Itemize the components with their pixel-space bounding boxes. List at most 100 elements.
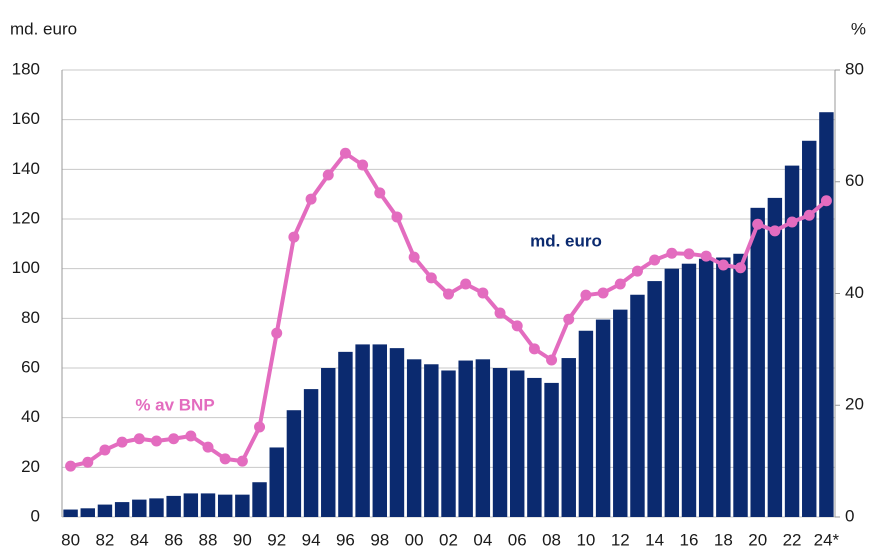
bar <box>750 207 765 517</box>
point <box>99 444 111 456</box>
bar <box>132 499 147 517</box>
bar <box>80 508 95 517</box>
x-tick-label: 14 <box>645 530 664 549</box>
bar <box>252 482 267 517</box>
point <box>752 218 764 230</box>
y-tick-label: 140 <box>12 159 40 178</box>
bar <box>802 140 817 517</box>
series-label: % av BNP <box>135 395 214 414</box>
bar <box>303 389 319 517</box>
point <box>271 327 283 339</box>
bar <box>647 281 662 517</box>
point <box>133 433 145 445</box>
point <box>374 187 386 199</box>
y-tick-label: 0 <box>31 506 40 525</box>
bar <box>441 370 456 517</box>
y2-tick-label: 0 <box>845 506 854 525</box>
bar <box>97 504 113 517</box>
point <box>597 287 609 299</box>
x-tick-label: 92 <box>267 530 286 549</box>
bar <box>509 370 525 517</box>
bar <box>784 165 800 517</box>
x-tick-label: 80 <box>61 530 80 549</box>
bar <box>183 493 199 517</box>
y-tick-label: 160 <box>12 109 40 128</box>
x-tick-label: 24* <box>814 530 840 549</box>
x-tick-label: 12 <box>611 530 630 549</box>
bar <box>149 498 164 517</box>
point <box>803 209 815 221</box>
bar <box>561 358 576 517</box>
point <box>82 456 94 468</box>
bar <box>114 502 130 517</box>
y-tick-label: 100 <box>12 258 40 277</box>
bar <box>63 509 78 517</box>
point <box>116 436 128 448</box>
bar <box>166 495 181 517</box>
x-tick-label: 82 <box>95 530 114 549</box>
point <box>546 354 558 366</box>
point <box>614 278 626 290</box>
point <box>202 441 214 453</box>
series-label: md. euro <box>530 231 602 250</box>
bar <box>338 351 353 517</box>
bar <box>372 344 388 517</box>
point <box>717 259 729 271</box>
y-tick-label: 120 <box>12 208 40 227</box>
y-tick-label: 80 <box>21 308 40 327</box>
bar <box>321 368 336 517</box>
bar <box>630 294 645 517</box>
point <box>494 307 506 319</box>
x-tick-label: 08 <box>542 530 561 549</box>
bar <box>767 197 783 517</box>
point <box>700 250 712 262</box>
point <box>339 147 351 159</box>
point <box>391 211 403 223</box>
point <box>425 272 437 284</box>
x-tick-label: 16 <box>680 530 699 549</box>
point <box>288 231 300 243</box>
y2-tick-label: 40 <box>845 283 864 302</box>
bar <box>819 112 834 517</box>
bar <box>355 344 370 517</box>
y2-tick-label: 60 <box>845 171 864 190</box>
point <box>563 313 575 325</box>
point <box>219 453 231 465</box>
bar <box>716 257 731 517</box>
bar <box>424 364 439 517</box>
point <box>580 289 592 301</box>
point <box>511 320 523 332</box>
point <box>683 248 695 260</box>
point <box>408 251 420 263</box>
x-tick-label: 00 <box>405 530 424 549</box>
y-tick-label: 60 <box>21 357 40 376</box>
bar <box>613 309 628 517</box>
bar <box>217 494 233 517</box>
y-tick-label: 20 <box>21 457 40 476</box>
bar <box>544 382 559 517</box>
point <box>735 262 747 274</box>
point <box>150 435 162 447</box>
x-tick-label: 22 <box>783 530 802 549</box>
y2-axis-label: % <box>851 19 866 38</box>
point <box>185 430 197 442</box>
y-tick-label: 40 <box>21 407 40 426</box>
bar <box>578 330 594 517</box>
point <box>820 195 832 207</box>
bar <box>286 410 302 517</box>
x-tick-label: 02 <box>439 530 458 549</box>
bar <box>733 253 748 517</box>
x-tick-label: 10 <box>576 530 595 549</box>
bar <box>492 368 508 517</box>
y2-tick-label: 20 <box>845 395 864 414</box>
x-tick-label: 94 <box>302 530 321 549</box>
point <box>443 288 454 300</box>
point <box>357 159 369 171</box>
bar <box>698 258 714 517</box>
point <box>254 421 266 433</box>
x-tick-label: 86 <box>164 530 183 549</box>
x-tick-label: 84 <box>130 530 149 549</box>
bar <box>200 493 216 517</box>
x-tick-label: 04 <box>473 530 492 549</box>
point <box>769 225 781 237</box>
